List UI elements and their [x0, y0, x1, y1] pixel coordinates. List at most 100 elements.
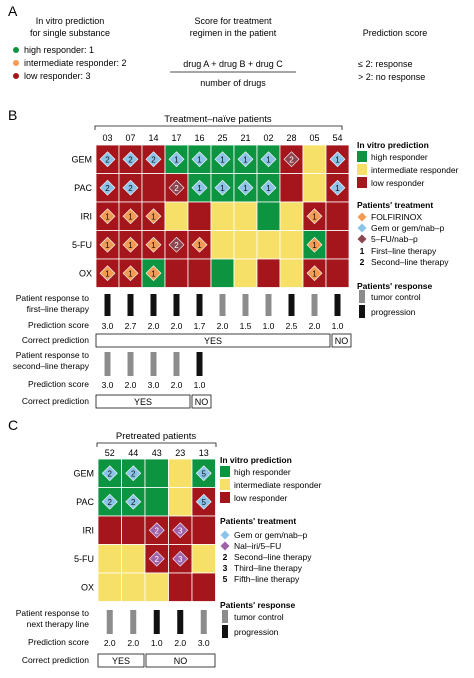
- heatmap-cell: [144, 458, 169, 488]
- panel-c-responses: [106, 610, 207, 634]
- legend-dot-intermediate: [13, 60, 19, 66]
- legend-label: Fifth–line therapy: [234, 574, 300, 584]
- therapy-line-number: 1: [312, 212, 317, 221]
- legend-diamond-icon: [357, 212, 367, 222]
- treatment-marker-gem: [214, 151, 231, 168]
- therapy-line-number: 1: [105, 212, 110, 221]
- legend-diamond-icon: [357, 223, 367, 233]
- treatment-marker-gem: [191, 151, 208, 168]
- drug-label: OX: [81, 582, 94, 592]
- legend-response-bar: [359, 305, 365, 318]
- treatment-marker-fu: [168, 236, 185, 253]
- legend-response-bar: [222, 610, 228, 623]
- c-response-label-2: next therapy line: [27, 619, 90, 629]
- prediction-score: 2.0: [174, 638, 186, 648]
- prediction-score: 3.0: [198, 638, 210, 648]
- score-rule-response: ≤ 2: response: [358, 59, 412, 69]
- b-correct-label-1: Correct prediction: [22, 335, 89, 345]
- legend-response-bar: [359, 290, 365, 303]
- patient-id: 43: [152, 448, 162, 458]
- legend-diamond-icon: [220, 530, 230, 540]
- c-correct-no: NO: [174, 656, 188, 666]
- panel-c-patient-ids: 52 44 43 23 13: [105, 448, 209, 458]
- heatmap-cell: [233, 201, 258, 231]
- treatment-marker-gem: [214, 179, 231, 196]
- therapy-line-number: 1: [335, 184, 340, 193]
- prediction-score: 1.0: [263, 321, 275, 331]
- response-bar-tumor-control: [311, 294, 318, 316]
- prediction-score: 1.7: [194, 321, 206, 331]
- heatmap-cell: [279, 173, 304, 203]
- heatmap-cell: [325, 201, 350, 231]
- therapy-line-number: 5: [202, 469, 207, 478]
- drug-label: OX: [79, 268, 92, 278]
- legend-swatch: [220, 466, 230, 477]
- treatment-marker-gem: [145, 151, 162, 168]
- legend-diamond-icon: [357, 234, 367, 244]
- c-correct-label: Correct prediction: [22, 655, 89, 665]
- prediction-score: 1.0: [194, 380, 206, 390]
- treatment-marker-gem: [99, 151, 116, 168]
- c-correct-yes-box: [97, 653, 145, 668]
- therapy-line-number: 1: [266, 155, 271, 164]
- prediction-score: 1.0: [332, 321, 344, 331]
- b-correct-no-box-2: [191, 394, 212, 409]
- patient-id: 16: [194, 133, 204, 143]
- legend-response-bar: [222, 625, 228, 638]
- treatment-marker-ffx: [99, 265, 116, 282]
- b-legend-resp-title: Patients' response: [357, 281, 433, 291]
- heatmap-cell: [121, 544, 146, 574]
- panel-b-title: Treatment–naïve patients: [164, 114, 272, 125]
- panel-c-heatmap: [97, 458, 216, 602]
- legend-diamond-icon: [220, 541, 230, 551]
- response-bar-tumor-control: [127, 352, 134, 376]
- therapy-line-number: 2: [174, 184, 179, 193]
- panel-b-title-bracket: [94, 125, 343, 130]
- heatmap-cell: [164, 201, 189, 231]
- panel-a-col2-title-1: Score for treatment: [194, 16, 272, 26]
- therapy-line-number: 1: [128, 212, 133, 221]
- legend-label: Second–line therapy: [371, 257, 449, 267]
- heatmap-cell: [210, 230, 235, 260]
- legend-label: Gem or gem/nab–p: [371, 223, 445, 233]
- treatment-marker-ffx: [99, 208, 116, 225]
- prediction-score: 2.0: [148, 321, 160, 331]
- legend-label: intermediate responder: [371, 165, 459, 175]
- treatment-marker-ffx: [306, 265, 323, 282]
- heatmap-cell: [168, 572, 193, 602]
- patient-id: 25: [217, 133, 227, 143]
- therapy-line-number: 5: [202, 498, 207, 507]
- panel-a-col2-title-2: regimen in the patient: [190, 28, 277, 38]
- prediction-score: 2.0: [104, 638, 116, 648]
- legend-label: intermediate responder: [234, 480, 322, 490]
- patient-id: 44: [128, 448, 138, 458]
- therapy-line-number: 1: [243, 155, 248, 164]
- c-correct-yes: YES: [112, 656, 130, 666]
- patient-id: 23: [175, 448, 185, 458]
- legend-line-number: 1: [360, 246, 365, 256]
- legend-swatch: [357, 177, 367, 188]
- legend-line-number: 3: [223, 563, 228, 573]
- heatmap-cell: [144, 487, 169, 517]
- prediction-score: 1.0: [151, 638, 163, 648]
- legend-label: high responder: [371, 152, 428, 162]
- treatment-marker-gem: [99, 179, 116, 196]
- response-bar-progression: [153, 610, 160, 634]
- treatment-marker-gem: [329, 151, 346, 168]
- response-bar-progression: [288, 294, 295, 316]
- patient-id: 07: [125, 133, 135, 143]
- treatment-marker-ffx: [145, 208, 162, 225]
- patient-id: 02: [263, 133, 273, 143]
- therapy-line-number: 1: [105, 241, 110, 250]
- c-legend-treat-title: Patients' treatment: [220, 516, 296, 526]
- legend-label: Third–line therapy: [234, 563, 303, 573]
- legend-label: Nal–iri/5–FU: [234, 541, 281, 551]
- b-second-line-label-2: second–line therapy: [13, 361, 90, 371]
- drug-label: PAC: [74, 183, 92, 193]
- panel-b-second-line-scores: 3.0 2.0 3.0 2.0 1.0: [102, 380, 206, 390]
- response-bar-progression: [196, 294, 203, 316]
- legend-label: Second–line therapy: [234, 552, 312, 562]
- panel-b-treatment-markers: 2 2 2 1 1 1 1 1 2 1 2 2 2 1 1 1 1 1 1 1 1 1 1 1 1 2 1 1 1 1 1 1: [99, 151, 346, 282]
